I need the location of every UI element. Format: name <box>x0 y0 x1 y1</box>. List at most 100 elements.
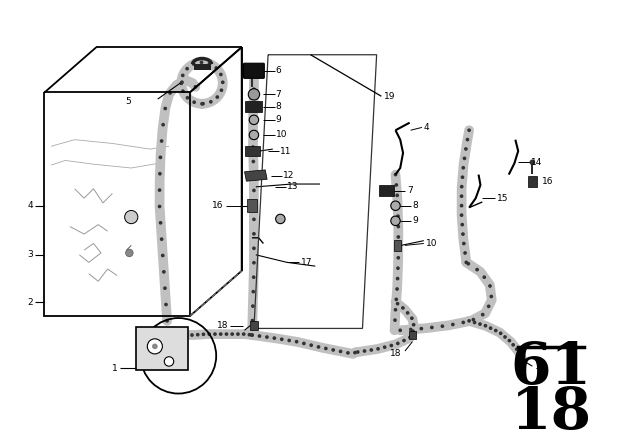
Circle shape <box>396 204 399 207</box>
Bar <box>394 240 401 251</box>
Circle shape <box>467 319 471 323</box>
Circle shape <box>511 343 515 347</box>
Text: 17: 17 <box>301 258 312 267</box>
Bar <box>250 321 258 330</box>
Circle shape <box>467 129 471 132</box>
Circle shape <box>451 323 454 326</box>
Text: 19: 19 <box>384 92 396 101</box>
Circle shape <box>252 246 256 250</box>
Circle shape <box>200 60 204 64</box>
Circle shape <box>167 333 171 337</box>
Circle shape <box>369 348 373 352</box>
Circle shape <box>164 357 173 366</box>
Circle shape <box>273 336 276 340</box>
Text: 12: 12 <box>283 171 294 180</box>
Bar <box>136 327 188 370</box>
Circle shape <box>503 335 507 339</box>
Text: 8: 8 <box>276 102 282 111</box>
Circle shape <box>200 102 204 106</box>
Circle shape <box>295 340 298 344</box>
Circle shape <box>287 339 291 342</box>
Circle shape <box>252 276 255 279</box>
Circle shape <box>252 261 256 265</box>
Circle shape <box>159 221 163 224</box>
Circle shape <box>461 166 465 170</box>
Circle shape <box>184 333 188 337</box>
Circle shape <box>163 107 167 110</box>
Circle shape <box>236 332 240 336</box>
Circle shape <box>265 335 269 339</box>
Circle shape <box>309 343 313 347</box>
Circle shape <box>276 214 285 224</box>
Circle shape <box>207 62 211 65</box>
Circle shape <box>251 304 255 308</box>
Circle shape <box>394 183 398 187</box>
Circle shape <box>190 333 194 337</box>
Circle shape <box>409 327 413 332</box>
Circle shape <box>463 251 467 255</box>
Circle shape <box>488 284 492 288</box>
Circle shape <box>186 67 189 70</box>
Circle shape <box>324 347 328 350</box>
Text: 13: 13 <box>287 182 298 191</box>
Circle shape <box>159 155 163 159</box>
Circle shape <box>252 203 256 207</box>
Circle shape <box>181 89 185 93</box>
Circle shape <box>396 194 399 197</box>
Polygon shape <box>244 170 267 181</box>
Bar <box>247 199 257 212</box>
Circle shape <box>252 232 256 236</box>
Bar <box>246 101 262 112</box>
Circle shape <box>460 185 463 189</box>
Circle shape <box>460 204 463 207</box>
Circle shape <box>529 159 535 165</box>
Circle shape <box>461 232 465 236</box>
Circle shape <box>214 66 218 70</box>
Circle shape <box>125 249 133 257</box>
Circle shape <box>186 96 189 99</box>
Circle shape <box>394 297 398 301</box>
Text: 5: 5 <box>125 97 131 107</box>
Text: 7: 7 <box>276 90 282 99</box>
Circle shape <box>168 91 172 95</box>
Circle shape <box>161 123 165 127</box>
Circle shape <box>490 295 493 298</box>
Circle shape <box>464 147 468 151</box>
Circle shape <box>411 329 415 333</box>
Circle shape <box>181 73 184 77</box>
Circle shape <box>252 217 256 221</box>
Bar <box>409 331 416 339</box>
Circle shape <box>250 333 254 337</box>
Circle shape <box>394 173 397 177</box>
Circle shape <box>419 327 423 331</box>
Text: 8: 8 <box>413 201 418 210</box>
Circle shape <box>402 339 406 342</box>
Circle shape <box>221 81 225 84</box>
Circle shape <box>192 100 196 104</box>
Circle shape <box>196 333 200 336</box>
Text: 14: 14 <box>531 158 543 167</box>
Circle shape <box>251 131 255 134</box>
Circle shape <box>147 339 163 354</box>
Text: 2: 2 <box>28 297 33 306</box>
Circle shape <box>406 311 410 315</box>
Circle shape <box>508 339 511 342</box>
Circle shape <box>356 350 360 354</box>
Circle shape <box>460 213 463 217</box>
Circle shape <box>207 332 211 336</box>
Circle shape <box>152 344 157 349</box>
Circle shape <box>465 261 468 264</box>
Circle shape <box>391 201 400 211</box>
Text: 6: 6 <box>276 66 282 75</box>
Circle shape <box>363 349 366 353</box>
Circle shape <box>460 223 464 227</box>
Circle shape <box>518 352 522 356</box>
Circle shape <box>192 62 196 66</box>
Circle shape <box>157 188 161 192</box>
Circle shape <box>494 329 498 332</box>
Circle shape <box>280 337 284 341</box>
Circle shape <box>302 341 306 345</box>
Text: 18: 18 <box>390 349 401 358</box>
Circle shape <box>462 241 466 246</box>
Text: 17: 17 <box>535 362 547 370</box>
